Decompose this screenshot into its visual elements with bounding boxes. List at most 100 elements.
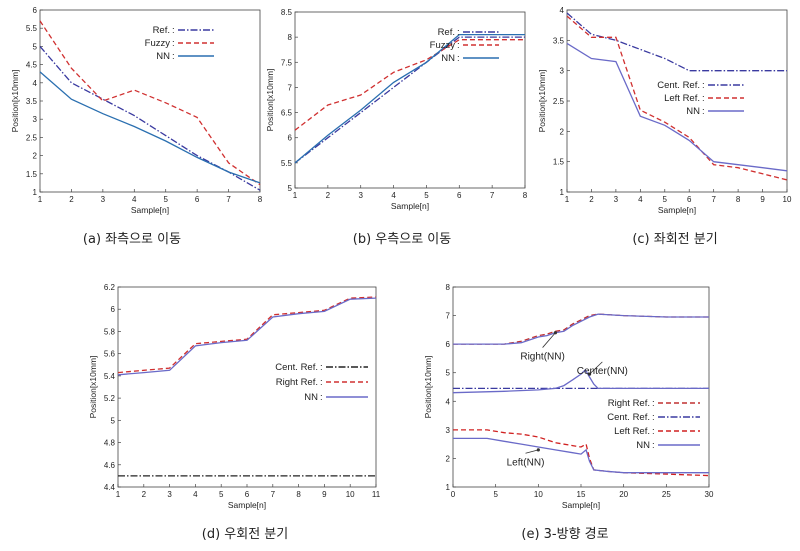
x-tick-label: 6 bbox=[195, 195, 200, 204]
x-tick-label: 9 bbox=[322, 490, 327, 499]
annotation-label: Center(NN) bbox=[577, 366, 628, 377]
series-line-fuzzy bbox=[294, 39, 525, 131]
x-tick-label: 4 bbox=[193, 490, 198, 499]
annotation-arrow bbox=[525, 449, 539, 454]
x-tick-label: 8 bbox=[736, 195, 741, 204]
y-tick-label: 1.5 bbox=[26, 170, 38, 179]
x-tick-label: 10 bbox=[534, 490, 543, 499]
legend-label: NN bbox=[304, 392, 318, 403]
y-tick-label: 2 bbox=[446, 454, 451, 463]
series-line-nn bbox=[39, 71, 261, 184]
y-tick-label: 5.5 bbox=[26, 24, 38, 33]
x-axis-label: Sample[n] bbox=[391, 201, 429, 211]
legend-colon: : bbox=[172, 25, 175, 36]
x-tick-label: 2 bbox=[589, 195, 594, 204]
caption-a: (a) 좌측으로 이동 bbox=[83, 232, 181, 247]
x-tick-label: 7 bbox=[711, 195, 716, 204]
y-tick-label: 8 bbox=[288, 33, 293, 42]
plot-area-b bbox=[294, 11, 526, 189]
legend-colon: : bbox=[457, 27, 460, 38]
x-tick-label: 2 bbox=[69, 195, 74, 204]
chart-panel-a: (a) 좌측으로 이동 1 2 3 4 5 6 7 8 1 1.5 2 2.5 3 3.5 4 4.5 5 5.5… bbox=[10, 6, 263, 247]
y-axis-label: Position[x10mm] bbox=[537, 70, 547, 133]
series-line-right-ref bbox=[117, 296, 377, 374]
y-axis-label: Position[x10mm] bbox=[423, 356, 433, 419]
x-tick-label: 10 bbox=[346, 490, 355, 499]
x-tick-label: 20 bbox=[619, 490, 628, 499]
y-tick-label: 5.4 bbox=[104, 372, 116, 381]
x-tick-label: 4 bbox=[391, 191, 396, 200]
x-tick-label: 5 bbox=[163, 195, 168, 204]
series-line-left-ref bbox=[566, 15, 788, 181]
y-tick-label: 2.5 bbox=[553, 97, 565, 106]
legend-label: NN bbox=[441, 53, 455, 64]
x-tick-label: 1 bbox=[116, 490, 121, 499]
caption-c: (c) 좌회전 분기 bbox=[632, 232, 717, 247]
caption-e: (e) 3-방향 경로 bbox=[521, 527, 608, 542]
y-tick-label: 7 bbox=[288, 83, 293, 92]
legend-label: Ref. bbox=[438, 27, 455, 38]
x-tick-label: 6 bbox=[245, 490, 250, 499]
chart-panel-d: (d) 우회전 분기 1 2 3 4 5 6 7 8 9 10 11 4.4 4.6 4.8 5 5.2 5.4… bbox=[88, 283, 381, 542]
legend-label: Right Ref. bbox=[276, 377, 318, 388]
legend-label: Cent. Ref. bbox=[607, 412, 650, 423]
x-tick-label: 5 bbox=[219, 490, 224, 499]
y-tick-label: 5.5 bbox=[281, 159, 293, 168]
series-line-nn-center bbox=[452, 368, 709, 394]
legend-colon: : bbox=[652, 412, 655, 423]
plot-area-c bbox=[566, 9, 788, 193]
x-tick-label: 1 bbox=[565, 195, 570, 204]
x-tick-label: 1 bbox=[38, 195, 43, 204]
y-tick-label: 6.5 bbox=[281, 109, 293, 118]
x-tick-label: 1 bbox=[293, 191, 298, 200]
y-tick-label: 4.4 bbox=[104, 483, 116, 492]
x-tick-label: 6 bbox=[457, 191, 462, 200]
legend-colon: : bbox=[652, 440, 655, 451]
legend-label: NN bbox=[686, 106, 700, 117]
legend-colon: : bbox=[702, 106, 705, 117]
y-tick-label: 6 bbox=[446, 340, 451, 349]
x-tick-label: 11 bbox=[372, 490, 381, 499]
y-axis-label: Position[x10mm] bbox=[88, 356, 98, 419]
chart-panel-b: (b) 우측으로 이동 1 2 3 4 5 6 7 8 5 5.5 6 6.5 7 7.5 8 8.5 Samp… bbox=[265, 8, 528, 247]
x-tick-label: 6 bbox=[687, 195, 692, 204]
x-tick-label: 7 bbox=[490, 191, 495, 200]
legend-label: Ref. bbox=[153, 25, 170, 36]
y-tick-label: 4 bbox=[446, 397, 451, 406]
y-tick-label: 4 bbox=[33, 79, 38, 88]
annotation-arrow bbox=[542, 332, 556, 348]
x-tick-label: 5 bbox=[493, 490, 498, 499]
legend-colon: : bbox=[172, 51, 175, 62]
x-tick-label: 5 bbox=[663, 195, 668, 204]
y-tick-label: 3 bbox=[33, 115, 38, 124]
y-tick-label: 5 bbox=[446, 369, 451, 378]
y-tick-label: 6 bbox=[288, 134, 293, 143]
y-tick-label: 6 bbox=[111, 305, 116, 314]
chart-panel-e: (e) 3-방향 경로 0 5 10 15 20 25 30 1 2 3 4 5 6 7 8 Sample[n… bbox=[423, 283, 714, 542]
legend-label: Cent. Ref. bbox=[275, 362, 318, 373]
series-line-nn bbox=[294, 33, 525, 164]
legend-colon: : bbox=[702, 93, 705, 104]
x-axis-label: Sample[n] bbox=[658, 205, 696, 215]
x-axis-label: Sample[n] bbox=[228, 500, 266, 510]
x-tick-label: 0 bbox=[451, 490, 456, 499]
x-tick-label: 2 bbox=[142, 490, 147, 499]
y-tick-label: 2 bbox=[33, 152, 38, 161]
x-tick-label: 15 bbox=[577, 490, 586, 499]
x-tick-label: 25 bbox=[662, 490, 671, 499]
x-tick-label: 7 bbox=[271, 490, 276, 499]
y-tick-label: 5.8 bbox=[104, 327, 116, 336]
y-tick-label: 4.6 bbox=[104, 461, 116, 470]
x-axis-label: Sample[n] bbox=[131, 205, 169, 215]
plot-area-d bbox=[117, 286, 377, 488]
y-tick-label: 5.2 bbox=[104, 394, 116, 403]
legend-colon: : bbox=[320, 362, 323, 373]
x-tick-label: 2 bbox=[326, 191, 331, 200]
y-tick-label: 7.5 bbox=[281, 58, 293, 67]
y-tick-label: 6.2 bbox=[104, 283, 116, 292]
annotation-arrow bbox=[589, 361, 603, 375]
x-tick-label: 3 bbox=[167, 490, 172, 499]
y-tick-label: 4.8 bbox=[104, 439, 116, 448]
legend-colon: : bbox=[652, 398, 655, 409]
